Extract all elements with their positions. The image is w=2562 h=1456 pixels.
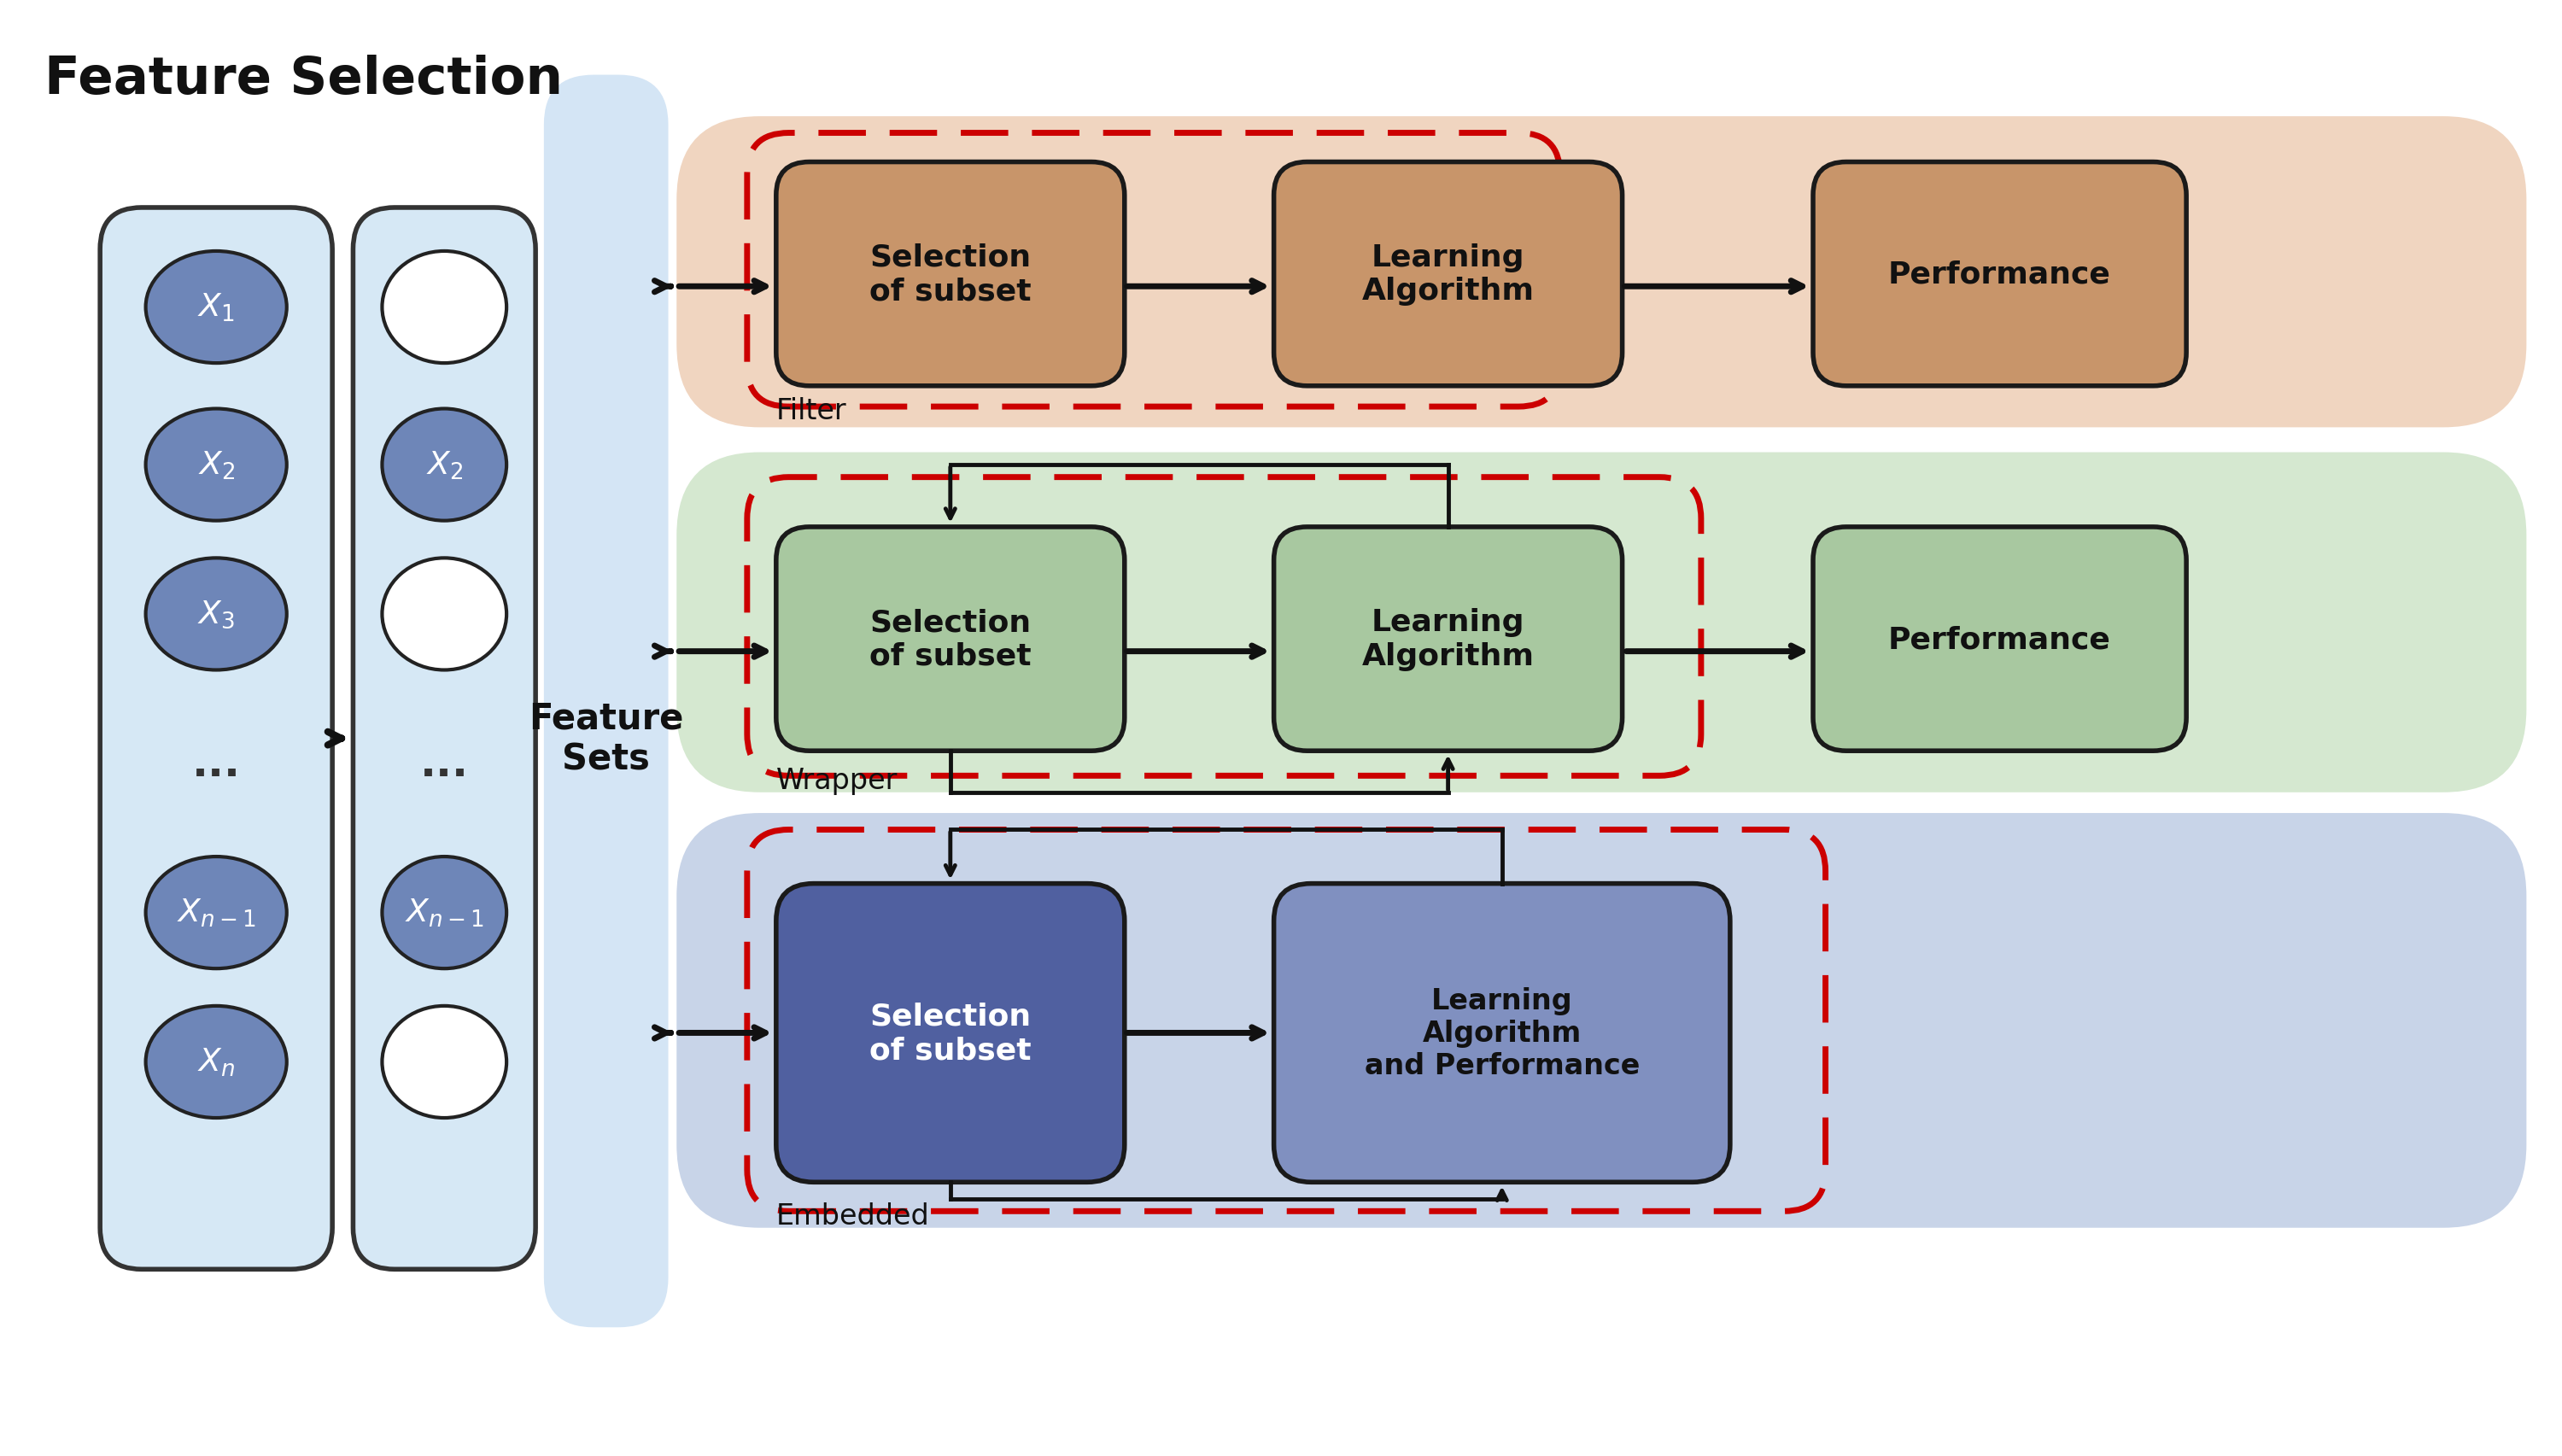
Text: $X_{n-1}$: $X_{n-1}$: [177, 897, 256, 929]
FancyBboxPatch shape: [1273, 163, 1622, 386]
Text: Performance: Performance: [1888, 625, 2111, 654]
Text: Learning
Algorithm
and Performance: Learning Algorithm and Performance: [1366, 986, 1640, 1080]
Ellipse shape: [146, 1006, 287, 1118]
Ellipse shape: [382, 559, 507, 670]
FancyBboxPatch shape: [543, 76, 669, 1328]
Text: ...: ...: [192, 743, 241, 785]
Text: ...: ...: [420, 743, 469, 785]
FancyBboxPatch shape: [676, 116, 2526, 428]
FancyBboxPatch shape: [1273, 884, 1729, 1182]
Text: Embedded: Embedded: [776, 1201, 930, 1229]
Text: Feature
Sets: Feature Sets: [528, 700, 684, 778]
FancyBboxPatch shape: [1273, 527, 1622, 751]
FancyBboxPatch shape: [776, 884, 1125, 1182]
Text: Learning
Algorithm: Learning Algorithm: [1363, 609, 1535, 671]
Text: $X_1$: $X_1$: [197, 291, 236, 323]
Ellipse shape: [146, 252, 287, 364]
Ellipse shape: [382, 1006, 507, 1118]
Ellipse shape: [146, 858, 287, 968]
Text: Performance: Performance: [1888, 261, 2111, 290]
Ellipse shape: [382, 409, 507, 521]
Text: $X_2$: $X_2$: [197, 450, 236, 480]
Text: Feature Selection: Feature Selection: [44, 54, 564, 105]
Text: Selection
of subset: Selection of subset: [869, 609, 1032, 671]
FancyBboxPatch shape: [100, 208, 333, 1270]
FancyBboxPatch shape: [776, 527, 1125, 751]
Text: Learning
Algorithm: Learning Algorithm: [1363, 243, 1535, 306]
Text: $X_2$: $X_2$: [425, 450, 464, 480]
FancyBboxPatch shape: [776, 163, 1125, 386]
Text: $X_n$: $X_n$: [197, 1047, 236, 1077]
Ellipse shape: [382, 252, 507, 364]
Ellipse shape: [146, 559, 287, 670]
Text: Selection
of subset: Selection of subset: [869, 243, 1032, 306]
FancyBboxPatch shape: [676, 814, 2526, 1227]
FancyBboxPatch shape: [354, 208, 535, 1270]
Ellipse shape: [382, 858, 507, 968]
Text: $X_{n-1}$: $X_{n-1}$: [405, 897, 484, 929]
FancyBboxPatch shape: [676, 453, 2526, 792]
Text: Filter: Filter: [776, 397, 845, 425]
FancyBboxPatch shape: [1814, 527, 2185, 751]
Text: Selection
of subset: Selection of subset: [869, 1002, 1032, 1064]
Ellipse shape: [146, 409, 287, 521]
Text: Wrapper: Wrapper: [776, 766, 897, 795]
Text: $X_3$: $X_3$: [197, 598, 236, 630]
FancyBboxPatch shape: [1814, 163, 2185, 386]
